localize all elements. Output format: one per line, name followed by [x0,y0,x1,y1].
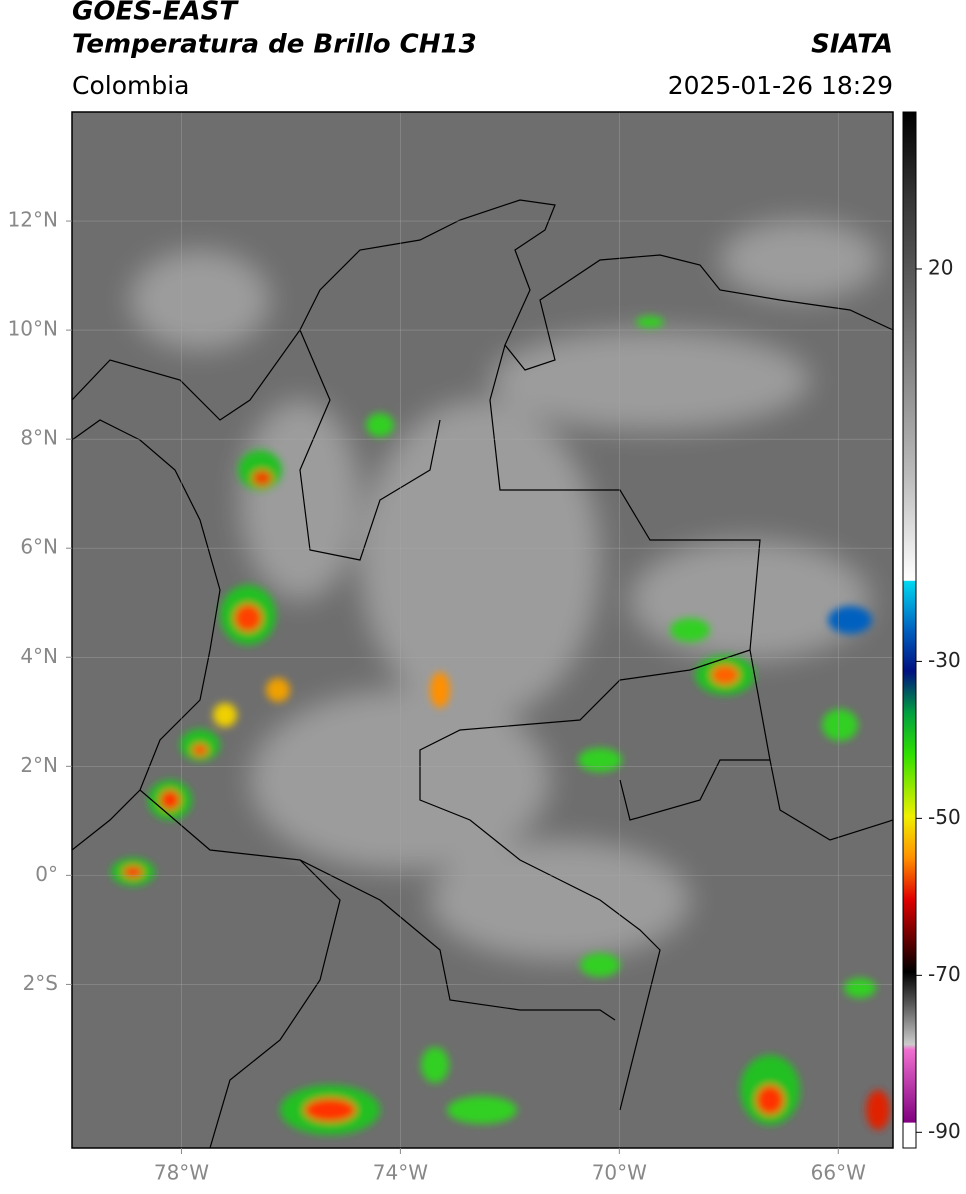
y-tick-label: 8°N [20,426,58,450]
y-tick-label: 12°N [8,208,58,232]
colorbar-tick-label: -30 [928,648,961,672]
x-tick-label: 78°W [154,1161,209,1185]
source: SIATA [811,30,893,60]
subtitle: Temperatura de Brillo CH13 [72,30,477,60]
y-tick-label: 6°N [20,535,58,559]
x-tick-label: 70°W [592,1161,647,1185]
map-frame [71,111,894,1149]
title: GOES-EAST [72,0,239,27]
colorbar [902,111,917,1149]
colorbar-tick-label: 20 [928,255,953,279]
y-tick-label: 2°N [20,753,58,777]
y-tick-label: 4°N [20,644,58,668]
x-tick-label: 66°W [811,1161,866,1185]
x-tick-label: 74°W [373,1161,428,1185]
colorbar-tick-label: -50 [928,805,961,829]
y-tick-label: 10°N [8,317,58,341]
colorbar-tick-label: -70 [928,962,961,986]
grid [72,112,893,1148]
datetime: 2025-01-26 18:29 [668,71,893,100]
y-tick-label: 2°S [23,971,58,995]
satellite-image [72,112,893,1148]
y-tick-label: 0° [35,862,58,886]
colorbar-tick-label: -90 [928,1119,961,1143]
borders [72,199,893,1148]
region: Colombia [72,71,189,100]
